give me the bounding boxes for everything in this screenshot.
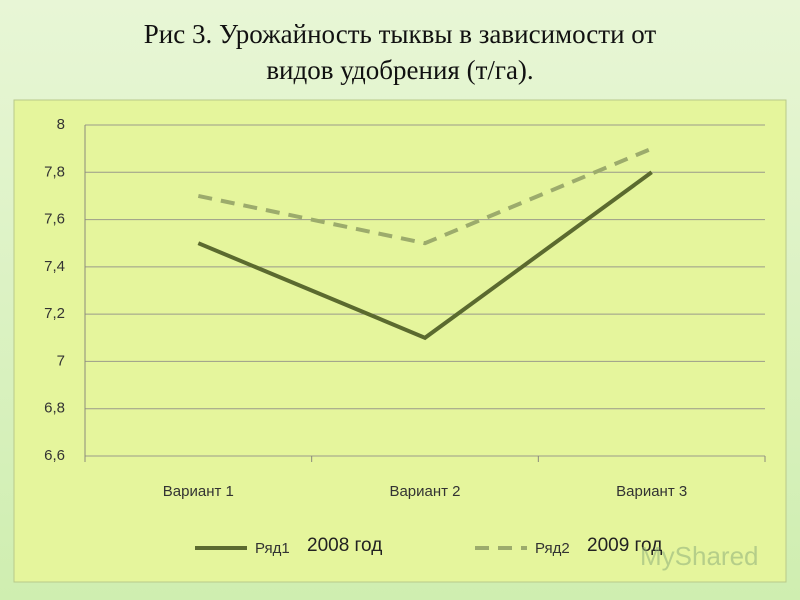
legend-label: Ряд1	[255, 540, 290, 557]
y-tick-label: 7,8	[44, 163, 65, 180]
legend-label: Ряд2	[535, 540, 570, 557]
y-tick-label: 7,2	[44, 305, 65, 322]
x-tick-label: Вариант 3	[616, 483, 687, 500]
series-line	[197, 146, 653, 246]
chart-panel	[13, 99, 787, 583]
x-tick-label: Вариант 1	[163, 483, 234, 500]
y-tick-label: 6,8	[44, 400, 65, 417]
x-tick-label: Вариант 2	[389, 483, 460, 500]
chart-title: Рис 3. Урожайность тыквы в зависимости о…	[144, 19, 657, 85]
y-tick-label: 6,6	[44, 447, 65, 464]
annotation: 2008 год	[307, 535, 382, 556]
y-tick-label: 7,6	[44, 211, 65, 228]
series-line	[197, 170, 653, 341]
watermark: MyShared	[640, 541, 759, 571]
y-tick-label: 8	[57, 116, 65, 133]
y-tick-label: 7,4	[44, 258, 65, 275]
y-tick-label: 7	[57, 352, 65, 369]
annotation: 2009 год	[587, 535, 662, 556]
